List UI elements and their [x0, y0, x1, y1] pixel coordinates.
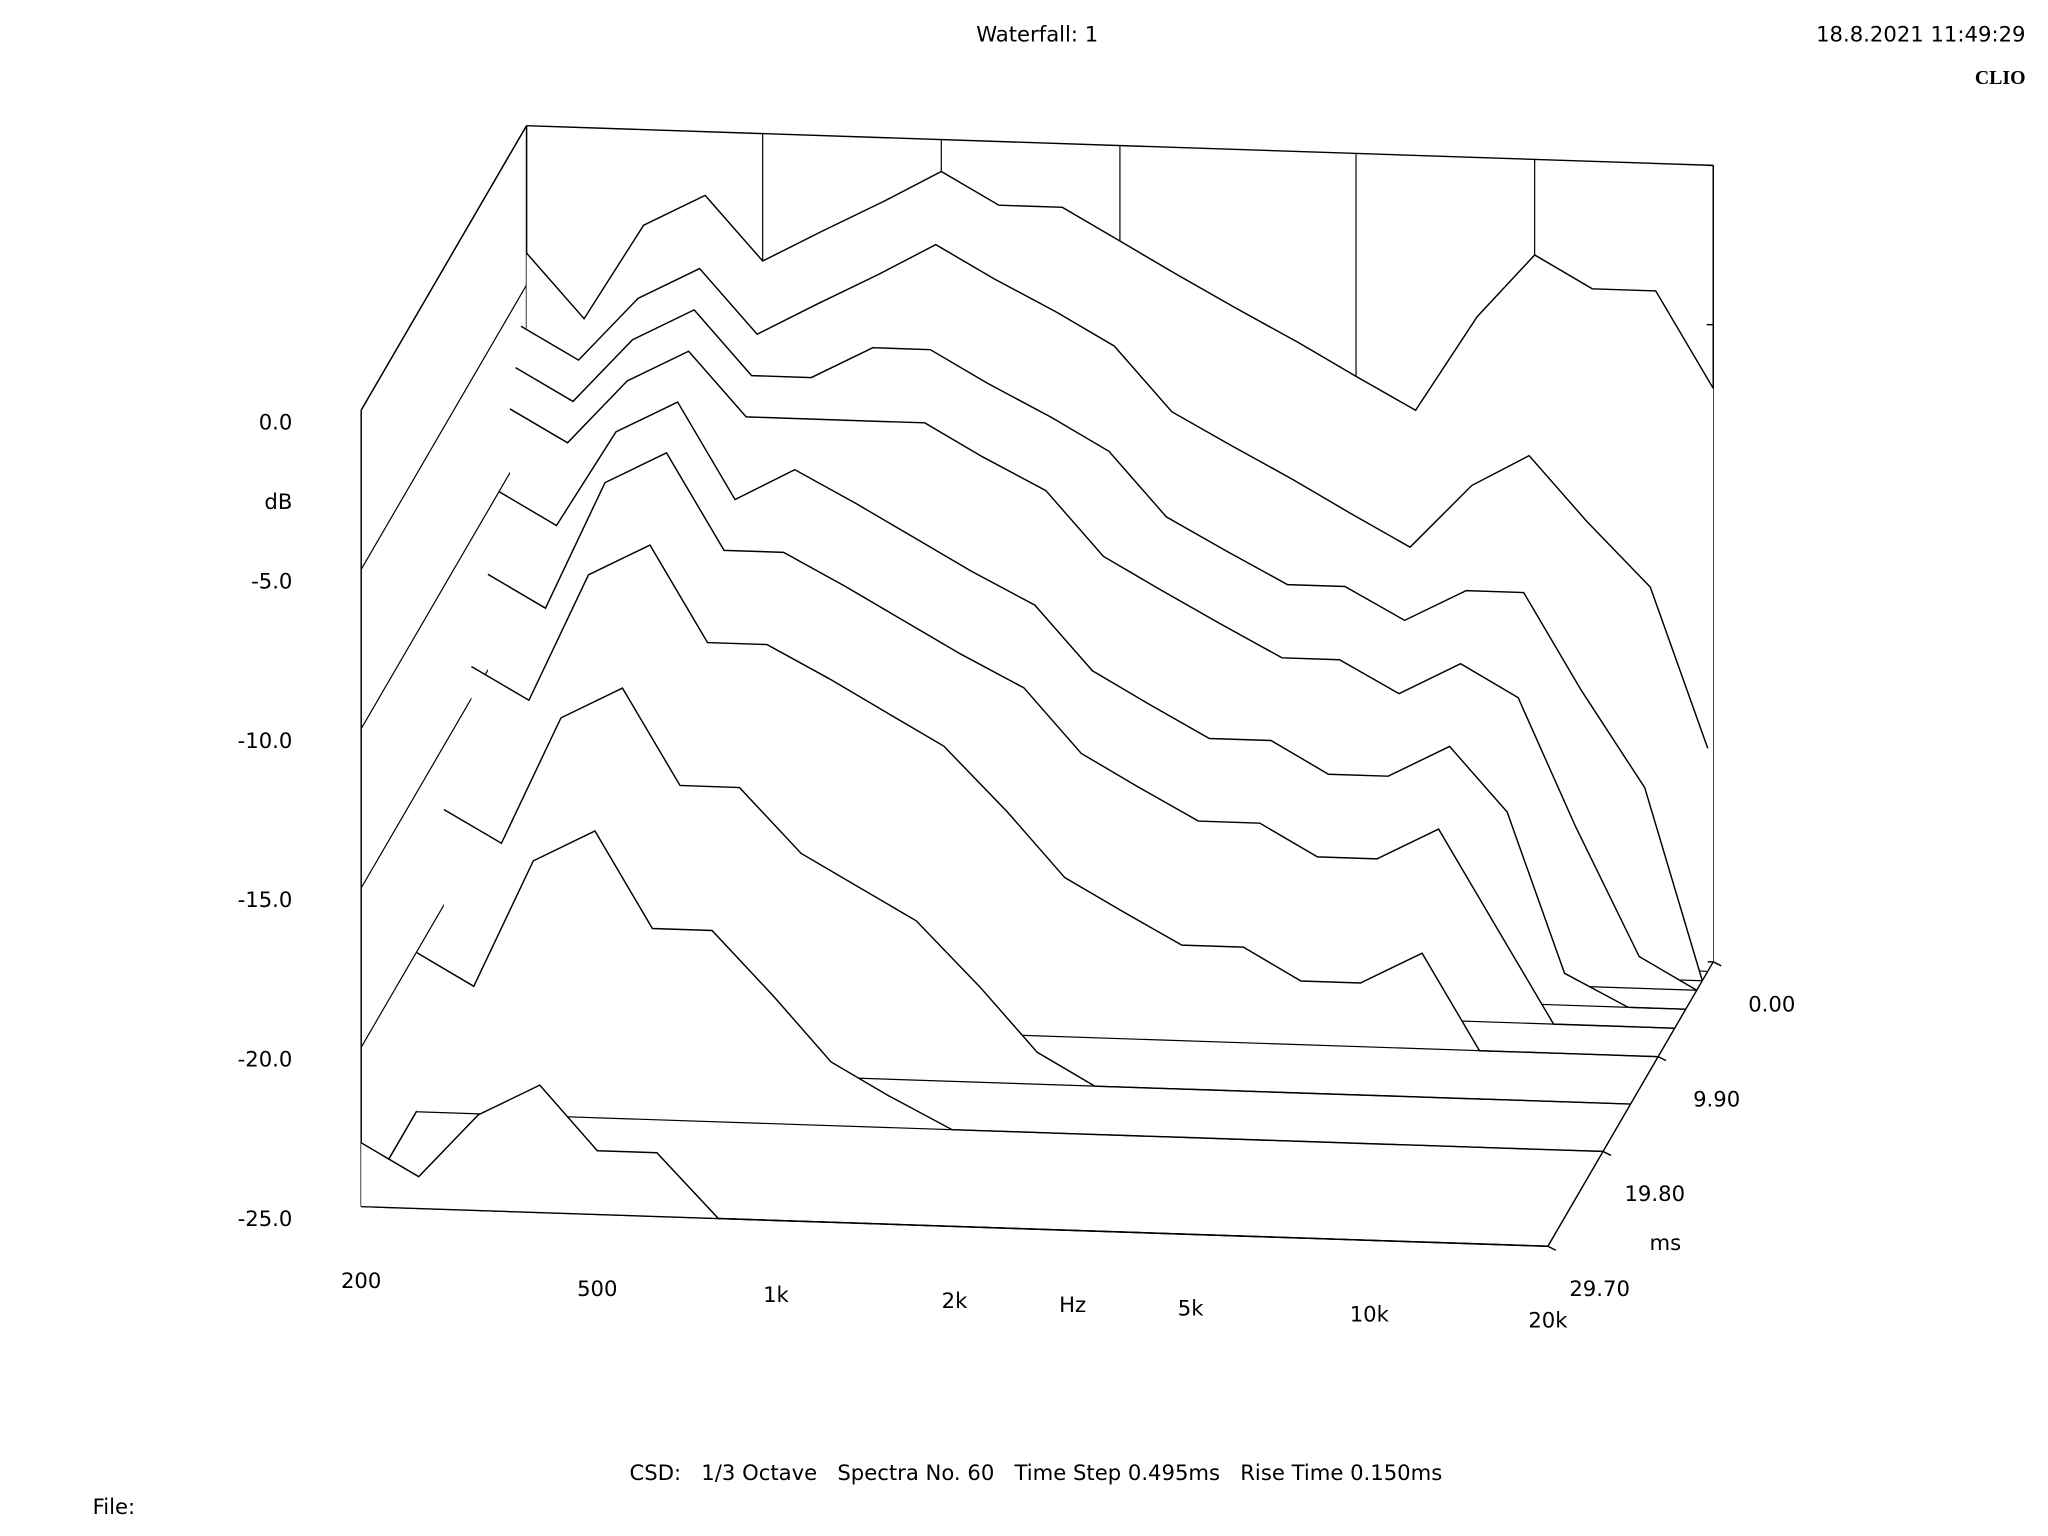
y-tick-label: 0.0 [259, 409, 293, 434]
x-tick-label: 2k [942, 1288, 968, 1313]
tick-mark [1657, 1055, 1667, 1062]
z-tick-label: 0.00 [1748, 991, 1795, 1016]
timestamp: 18.8.2021 11:49:29 [1816, 22, 2025, 47]
z-tick-label: 29.70 [1569, 1276, 1630, 1301]
spectrum-line [520, 243, 1709, 749]
tick-mark [1712, 961, 1722, 967]
chart-title: Waterfall: 1 [976, 22, 1098, 47]
spectrum-line [415, 830, 1604, 1153]
x-tick-label: 500 [577, 1276, 617, 1301]
y-tick-label: -25.0 [238, 1206, 293, 1231]
y-tick-label: -15.0 [238, 887, 293, 912]
z-axis-label: ms [1650, 1230, 1682, 1255]
spectrum-line [526, 170, 1714, 412]
spectrum-line [487, 451, 1675, 1029]
spectrum-line [443, 687, 1631, 1105]
x-tick-label: 5k [1178, 1296, 1204, 1321]
spectrum-line [360, 1084, 1548, 1247]
spectrum-line [498, 401, 1686, 1010]
footer: CSD: 1/3 Octave Spectra No. 60 Time Step… [630, 1460, 1443, 1485]
slice-fill [361, 1085, 1548, 1247]
y-axis-label: dB [264, 489, 292, 514]
slice-fill [416, 830, 1604, 1152]
tick-mark [1602, 1150, 1612, 1157]
file-label: File: [93, 1494, 136, 1519]
grid-line [360, 443, 528, 730]
y-tick-label: -20.0 [238, 1047, 293, 1072]
x-tick-label: 1k [763, 1282, 789, 1307]
z-tick-label: 19.80 [1624, 1181, 1685, 1206]
x-tick-label: 20k [1528, 1308, 1568, 1333]
z-tick-label: 9.90 [1693, 1086, 1740, 1111]
x-axis-label: Hz [1059, 1292, 1086, 1317]
grid-line [360, 125, 528, 411]
y-tick-label: -10.0 [238, 728, 293, 753]
spectrum-line [509, 350, 1698, 991]
grid-line [360, 284, 528, 570]
spectrum-line [471, 544, 1659, 1058]
y-tick-label: -5.0 [251, 569, 292, 594]
brand: CLIO [1975, 67, 2026, 89]
frame-edge [526, 124, 1714, 167]
tick-mark [1547, 1245, 1557, 1251]
spectrum-line [515, 308, 1703, 981]
x-tick-label: 10k [1350, 1302, 1390, 1327]
x-tick-label: 200 [341, 1268, 381, 1293]
